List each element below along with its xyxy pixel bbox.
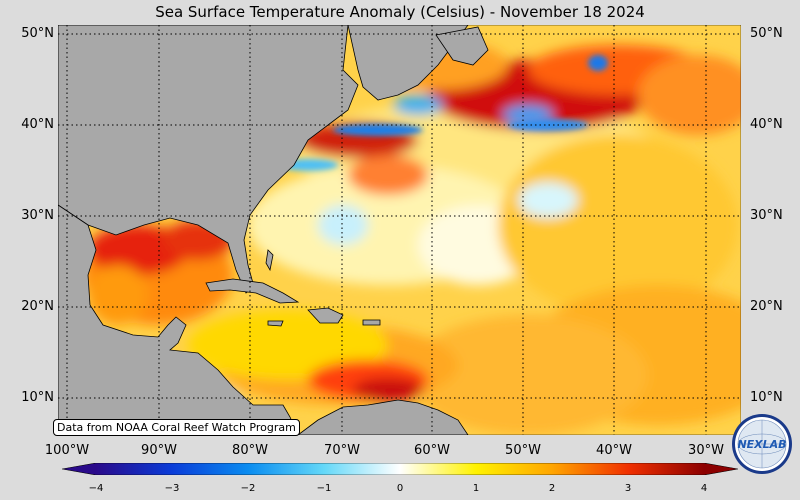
lon-label-30w: 30°W [688, 443, 724, 458]
colorbar-tick-label: 3 [624, 483, 632, 494]
mexico-land [58, 204, 299, 435]
hispaniola-land [307, 307, 344, 324]
colorbar-tick-label: 0 [396, 483, 404, 494]
colorbar-tick-label: −4 [88, 483, 104, 494]
cuba-land [205, 278, 300, 304]
logo-text: NEXLAB [737, 438, 786, 451]
lat-label-right-50n: 50°N [750, 26, 783, 41]
puerto-rico-land [362, 319, 381, 326]
colorbar-tick-label: −1 [316, 483, 332, 494]
colorbar [62, 463, 738, 475]
lat-label-left-30n: 30°N [21, 208, 54, 223]
lat-label-left-50n: 50°N [21, 26, 54, 41]
lat-label-left-10n: 10°N [21, 390, 54, 405]
lon-label-90w: 90°W [141, 443, 177, 458]
lat-label-right-20n: 20°N [750, 299, 783, 314]
lat-label-left-20n: 20°N [21, 299, 54, 314]
lon-label-50w: 50°W [505, 443, 541, 458]
colorbar-tick-label: 4 [700, 483, 708, 494]
colorbar-tick-label: 1 [472, 483, 480, 494]
lon-label-40w: 40°W [596, 443, 632, 458]
newfoundland-land [435, 26, 489, 66]
lat-label-right-10n: 10°N [750, 390, 783, 405]
lon-label-70w: 70°W [324, 443, 360, 458]
colorbar-tick-label: 2 [548, 483, 556, 494]
colorbar-scale [62, 463, 738, 475]
grid-lines [58, 25, 741, 435]
nexlab-logo: NEXLAB [732, 414, 792, 474]
south-america-land [297, 399, 469, 435]
sst-anomaly-map [58, 25, 741, 435]
bahamas-land [265, 249, 274, 272]
land-masses [58, 25, 489, 435]
jamaica-land [267, 320, 284, 327]
lon-label-60w: 60°W [414, 443, 450, 458]
colorbar-tick-label: −2 [240, 483, 256, 494]
lon-label-80w: 80°W [232, 443, 268, 458]
colorbar-tick-label: −3 [164, 483, 180, 494]
north-america-land [58, 25, 359, 294]
lat-label-right-30n: 30°N [750, 208, 783, 223]
data-credit-label: Data from NOAA Coral Reef Watch Program [53, 419, 300, 436]
lat-label-right-40n: 40°N [750, 117, 783, 132]
map-title: Sea Surface Temperature Anomaly (Celsius… [155, 3, 645, 21]
lon-label-100w: 100°W [44, 443, 90, 458]
lat-label-left-40n: 40°N [21, 117, 54, 132]
